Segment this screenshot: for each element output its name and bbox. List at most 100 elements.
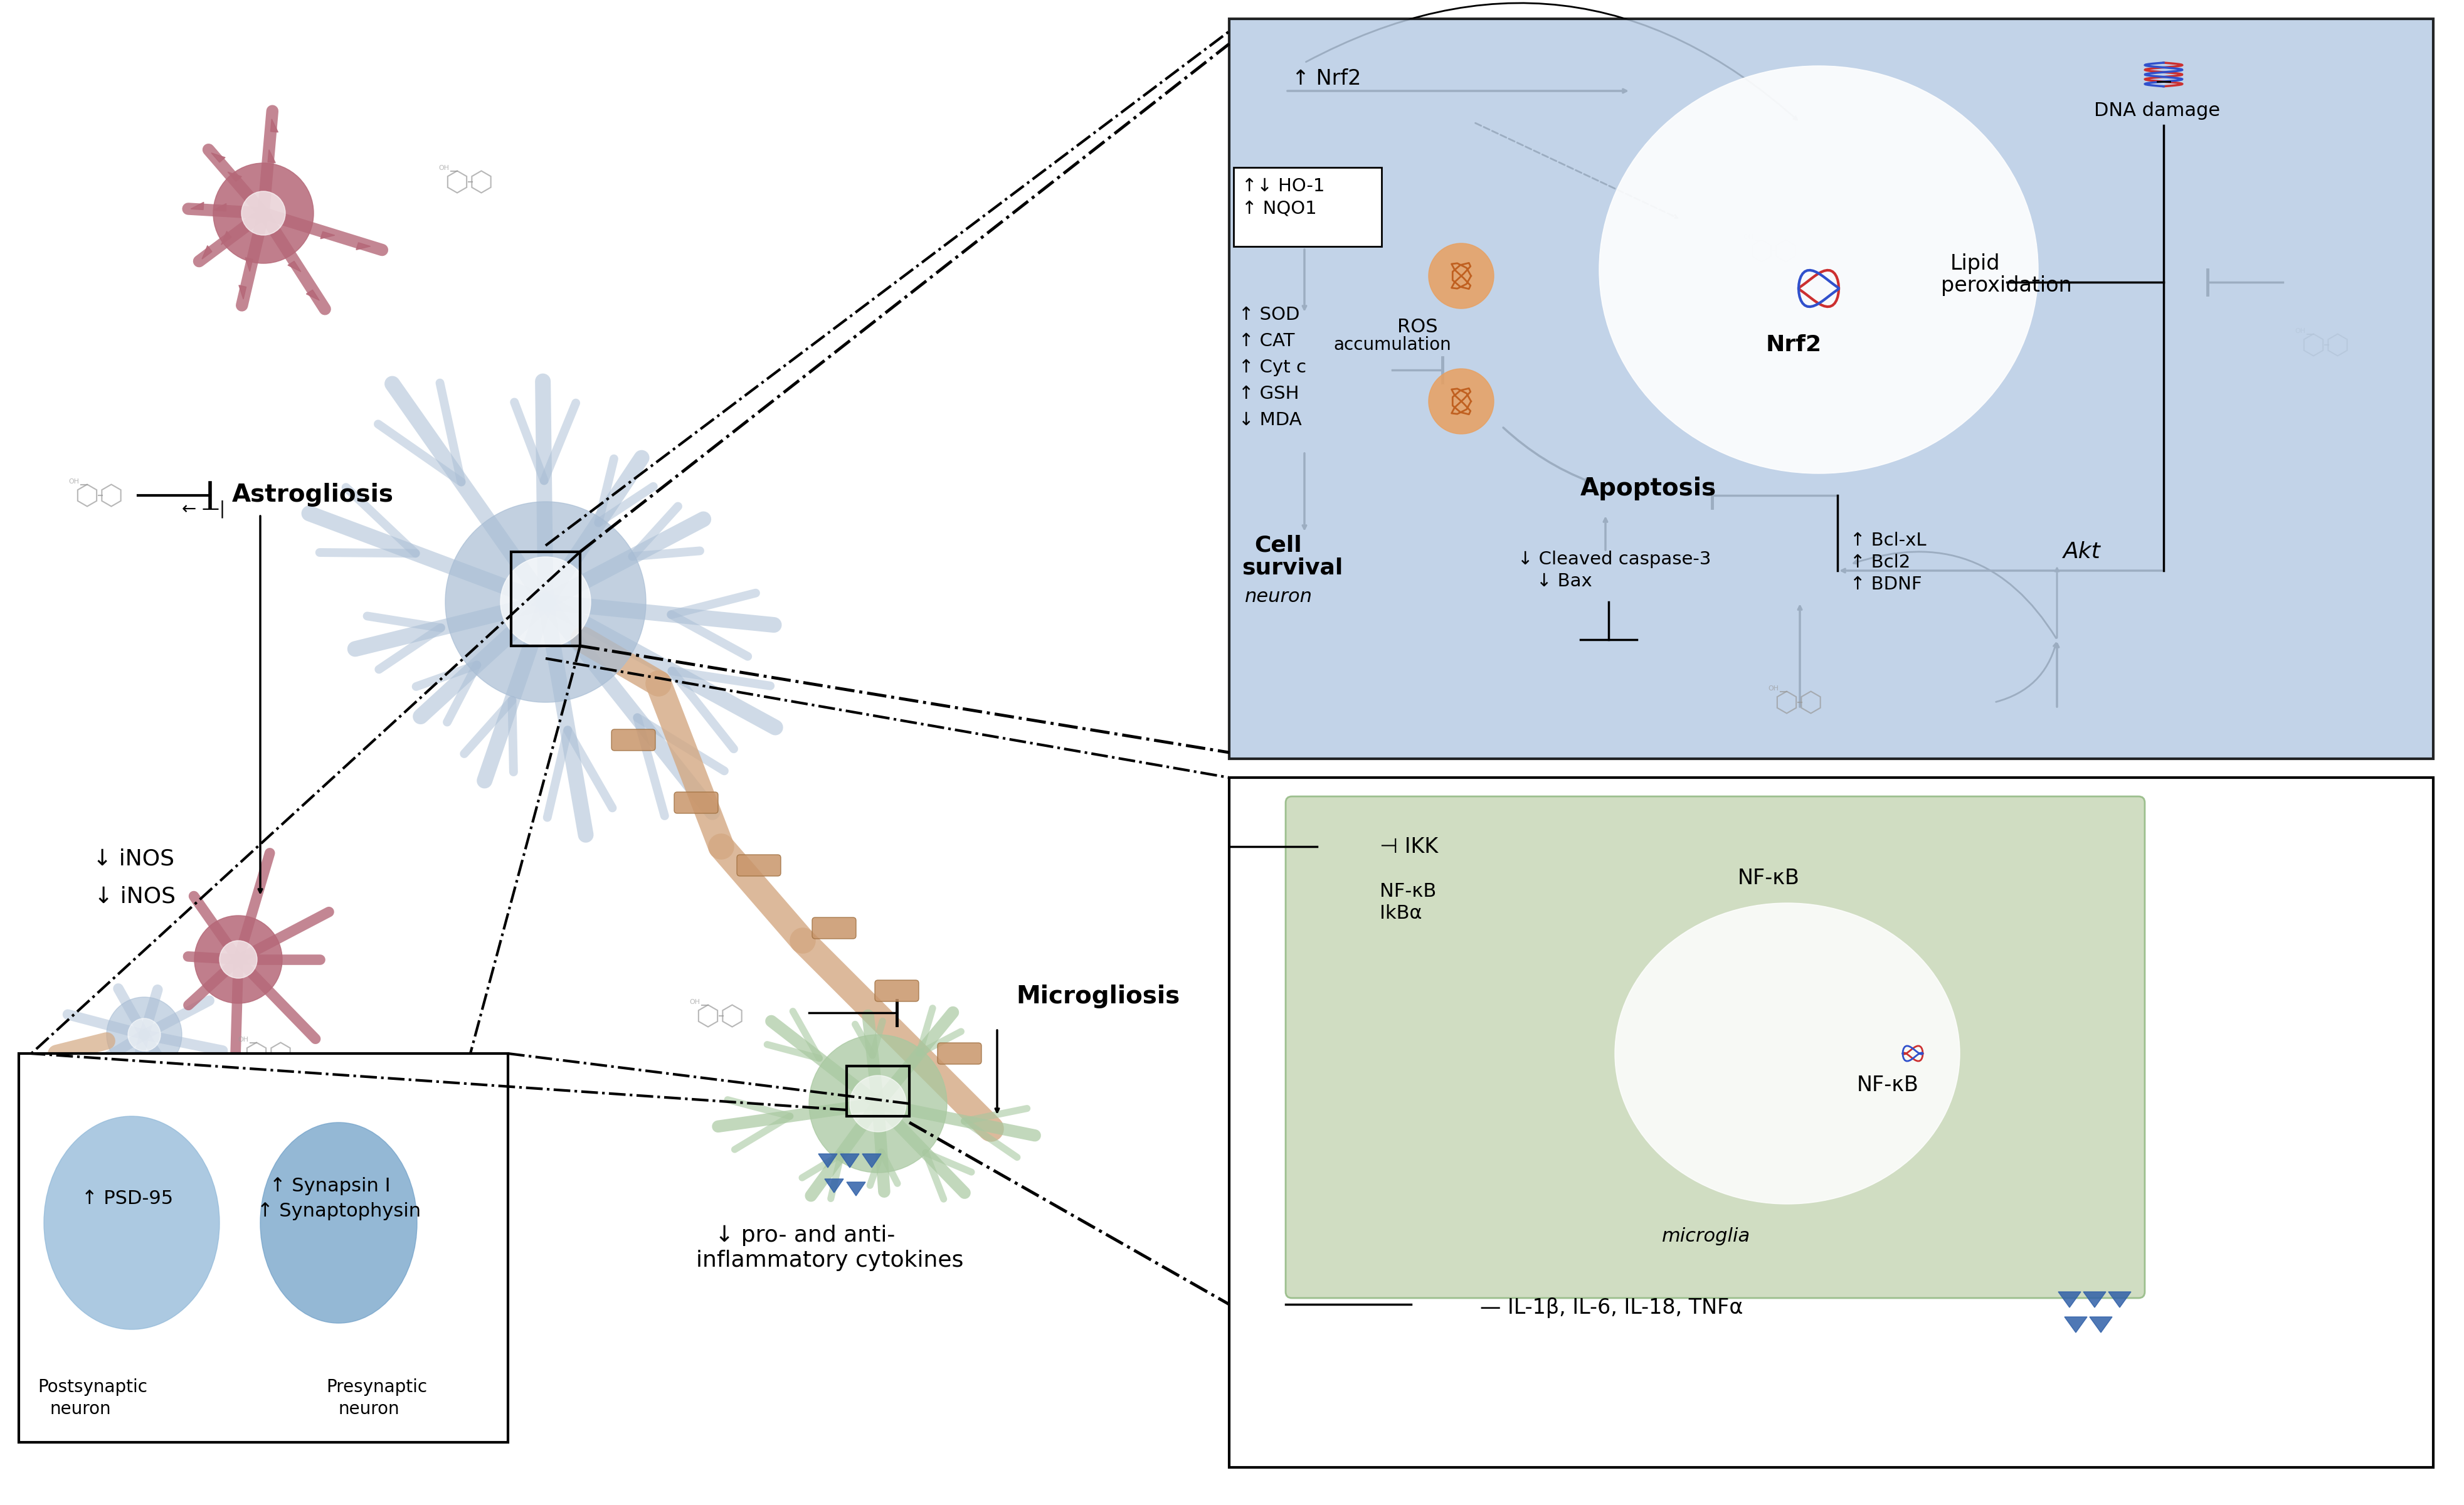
Circle shape [500, 557, 591, 647]
Polygon shape [357, 242, 370, 250]
Circle shape [195, 915, 283, 1004]
FancyBboxPatch shape [813, 918, 855, 939]
Text: ↓ pro- and anti-: ↓ pro- and anti- [715, 1225, 894, 1246]
Text: ↑ NQO1: ↑ NQO1 [1242, 199, 1316, 217]
Text: inflammatory cytokines: inflammatory cytokines [697, 1249, 963, 1272]
Text: neuron: neuron [1244, 587, 1313, 605]
Text: ⊣ IKK: ⊣ IKK [1380, 837, 1439, 858]
Circle shape [1429, 369, 1493, 433]
FancyBboxPatch shape [611, 730, 655, 751]
Text: ← —|: ← —| [182, 500, 224, 518]
Text: ↓ iNOS: ↓ iNOS [94, 849, 175, 870]
Text: — IL-1β, IL-6, IL-18, TNFα: — IL-1β, IL-6, IL-18, TNFα [1481, 1297, 1742, 1318]
FancyBboxPatch shape [1230, 18, 2434, 759]
Text: ↑ GSH: ↑ GSH [1239, 385, 1299, 402]
Text: IkBα: IkBα [1380, 905, 1422, 923]
FancyBboxPatch shape [1234, 167, 1382, 247]
Circle shape [106, 996, 182, 1072]
Text: OH: OH [690, 999, 700, 1005]
Polygon shape [288, 262, 301, 272]
Text: ↓ iNOS: ↓ iNOS [94, 886, 175, 908]
FancyBboxPatch shape [1286, 796, 2144, 1297]
Text: ↑ PSD-95: ↑ PSD-95 [81, 1189, 172, 1207]
FancyBboxPatch shape [939, 1043, 981, 1064]
Polygon shape [2085, 1291, 2107, 1308]
Polygon shape [2089, 1317, 2112, 1332]
Polygon shape [246, 257, 254, 271]
Ellipse shape [44, 1117, 219, 1329]
Text: OH: OH [239, 1037, 249, 1043]
Polygon shape [848, 1181, 865, 1196]
Text: ↑↓ HO-1: ↑↓ HO-1 [1242, 178, 1326, 196]
Text: OH: OH [439, 164, 448, 172]
Text: ↑ CAT: ↑ CAT [1239, 333, 1294, 349]
Polygon shape [227, 172, 241, 182]
Text: microglia: microglia [1661, 1227, 1749, 1246]
Circle shape [446, 501, 646, 703]
Ellipse shape [1599, 66, 2038, 474]
Text: OH: OH [1742, 233, 1754, 239]
Text: ↑ Cyt c: ↑ Cyt c [1239, 358, 1306, 376]
Polygon shape [190, 202, 205, 209]
Polygon shape [306, 290, 320, 301]
Circle shape [128, 1019, 160, 1050]
Text: ↑ SOD: ↑ SOD [1239, 306, 1299, 324]
FancyBboxPatch shape [875, 980, 919, 1001]
Polygon shape [214, 203, 227, 211]
Circle shape [219, 941, 256, 978]
Text: Microgliosis: Microgliosis [1015, 984, 1180, 1008]
Polygon shape [825, 1178, 843, 1192]
Text: Cell: Cell [1254, 534, 1301, 557]
Text: ↑ Bcl2: ↑ Bcl2 [1850, 554, 1910, 572]
Circle shape [1429, 244, 1493, 309]
Text: OH: OH [2309, 1225, 2319, 1231]
Text: Presynaptic: Presynaptic [325, 1379, 426, 1397]
Text: accumulation: accumulation [1333, 336, 1451, 354]
Circle shape [214, 163, 313, 263]
Polygon shape [2065, 1317, 2087, 1332]
Text: survival: survival [1242, 557, 1343, 578]
Text: NF-κB: NF-κB [1380, 882, 1437, 900]
Text: ↑ Nrf2: ↑ Nrf2 [1291, 68, 1360, 89]
FancyBboxPatch shape [20, 1054, 508, 1442]
Ellipse shape [1614, 903, 1959, 1204]
Text: ↓ Cleaved caspase-3: ↓ Cleaved caspase-3 [1518, 551, 1710, 567]
Polygon shape [862, 1154, 882, 1168]
Text: Lipid: Lipid [1951, 253, 2001, 274]
Text: ↑ BDNF: ↑ BDNF [1850, 575, 1922, 593]
Polygon shape [320, 232, 335, 239]
FancyBboxPatch shape [1230, 778, 2434, 1467]
Text: Postsynaptic: Postsynaptic [37, 1379, 148, 1397]
Polygon shape [202, 245, 212, 259]
Text: DNA damage: DNA damage [2094, 101, 2220, 120]
Text: Apoptosis: Apoptosis [1579, 477, 1717, 500]
Text: ↓ Bax: ↓ Bax [1538, 572, 1592, 590]
Polygon shape [271, 119, 278, 132]
Circle shape [808, 1035, 946, 1172]
Circle shape [241, 191, 286, 235]
Polygon shape [2057, 1291, 2080, 1308]
Text: ↓ MDA: ↓ MDA [1239, 411, 1301, 429]
FancyBboxPatch shape [737, 855, 781, 876]
Text: OH: OH [1712, 930, 1722, 936]
Polygon shape [212, 154, 224, 163]
Text: OH: OH [69, 479, 79, 485]
Text: Astrogliosis: Astrogliosis [232, 483, 394, 507]
Text: Akt: Akt [2062, 542, 2102, 563]
Ellipse shape [261, 1123, 416, 1323]
Text: ↑ Synaptophysin: ↑ Synaptophysin [256, 1202, 421, 1221]
Polygon shape [840, 1154, 860, 1168]
Text: OH: OH [1769, 685, 1779, 691]
Polygon shape [2109, 1291, 2131, 1308]
Text: Nrf2: Nrf2 [1767, 334, 1821, 355]
Text: ↑ Bcl-xL: ↑ Bcl-xL [1850, 531, 1927, 549]
Text: ROS: ROS [1397, 318, 1437, 336]
Text: neuron: neuron [338, 1400, 399, 1418]
Text: NF-κB: NF-κB [1737, 868, 1799, 888]
Polygon shape [239, 286, 246, 299]
Polygon shape [818, 1154, 838, 1168]
Circle shape [850, 1076, 907, 1132]
Text: OH: OH [1454, 936, 1466, 942]
Text: OH: OH [2294, 328, 2306, 334]
Text: NF-κB: NF-κB [1858, 1075, 1919, 1096]
